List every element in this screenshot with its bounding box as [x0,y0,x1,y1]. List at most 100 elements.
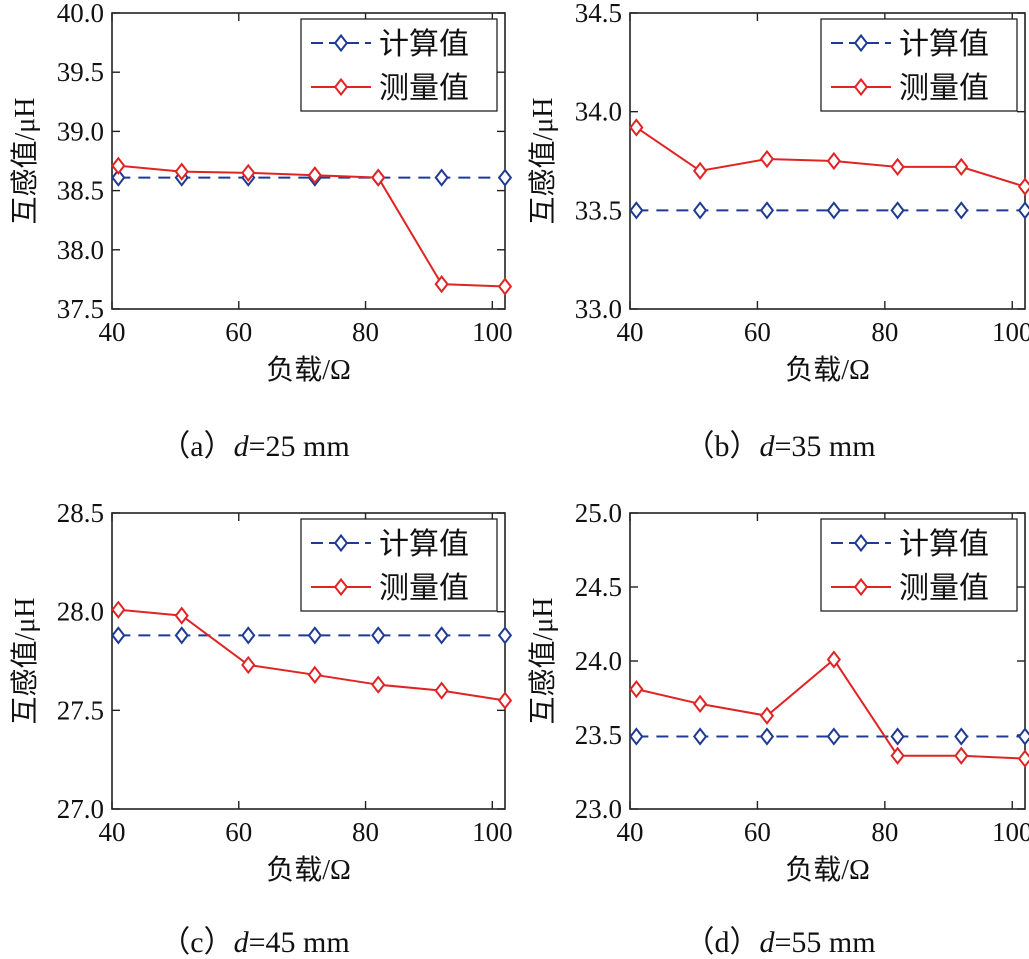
series-line [118,608,506,702]
data-point [434,275,449,294]
caption-prefix: （c） [160,926,233,959]
y-tick-label: 24.5 [575,572,622,602]
x-tick-label: 40 [617,817,644,847]
x-axis-label: 负载/Ω [785,854,870,886]
data-point [890,157,905,177]
data-point [826,151,841,171]
y-tick-label: 38.5 [57,176,104,206]
data-point [1017,177,1029,196]
x-tick-label: 40 [617,317,644,347]
x-tick-label: 40 [99,317,126,347]
data-point [434,681,449,700]
y-tick-label: 25.0 [575,498,622,528]
plot-frame [111,12,506,310]
legend-box [300,518,498,612]
series-measured [629,118,1029,196]
data-point [307,166,322,185]
data-point [497,691,513,710]
caption-prefix: （d） [684,926,759,959]
legend-swatch-marker [333,33,349,53]
y-tick-label: 40.0 [57,0,104,28]
x-tick-label: 80 [871,817,898,847]
caption-value: =25 mm [249,430,350,463]
data-point [1017,749,1029,768]
x-tick-label: 60 [225,817,252,847]
legend-swatch-marker [853,77,869,97]
caption-variable: d [759,926,775,959]
data-point [111,626,126,645]
data-point [890,746,905,765]
series-line [636,658,1026,760]
legend-swatch-marker [853,577,869,597]
x-tick-label: 100 [992,317,1029,347]
data-point [497,277,513,296]
chart-panel-a: 37.5 38.0 38.5 39.0 39.5 40.0 40 60 80 100 负载/Ω 互感值… [9,0,513,463]
chart-panel-b: 33.0 33.5 34.0 34.5 40 60 80 100 负载/Ω 互感值/μH 计算值测量… [527,0,1029,463]
chart-panel-c: 27.0 27.5 28.0 28.5 40 60 80 100 负载/Ω 互感值/μH 计算值测量… [9,498,513,959]
y-tick-label: 37.5 [57,294,104,324]
legend-label: 计算值 [379,528,469,561]
data-point [111,168,126,187]
y-axis-label: 互感值/μH [527,597,559,724]
x-tick-label: 100 [472,317,513,347]
panel-caption: （b）d=35 mm [684,430,875,463]
data-point [826,727,841,746]
data-point [111,600,126,619]
legend-box [820,18,1018,112]
data-point [174,626,189,645]
series-measured [111,156,513,296]
series-line [118,164,506,288]
data-point [111,156,126,175]
data-point [307,665,322,684]
data-point [692,694,708,714]
data-point [434,168,449,187]
x-tick-label: 100 [992,817,1029,847]
data-point [371,626,386,645]
caption-variable: d [234,430,250,463]
data-point [1017,727,1029,746]
panel-caption: （d）d=55 mm [684,926,875,959]
legend-box [820,518,1018,612]
data-point [692,161,708,180]
data-point [497,626,513,645]
data-point [241,626,256,645]
caption-variable: d [759,430,775,463]
panel-caption: （c）d=45 mm [160,926,349,959]
plot-frame [629,12,1026,310]
data-point [954,157,969,177]
y-tick-label: 28.0 [57,597,104,627]
y-tick-label: 33.5 [575,195,622,225]
legend-label: 计算值 [379,28,469,61]
chart-panel-d: 23.0 23.5 24.0 24.5 25.0 40 60 80 100 负载/Ω 互感值/μH 计… [527,498,1029,959]
data-point [759,706,775,725]
legend-label: 测量值 [379,72,469,105]
x-axis-label: 负载/Ω [266,854,351,886]
series-measured [111,600,513,710]
y-tick-label: 33.0 [575,294,622,324]
y-axis-label: 互感值/μH [9,97,41,224]
y-tick-label: 34.5 [575,0,622,28]
caption-variable: d [234,926,250,959]
legend-box [300,18,498,112]
y-tick-label: 38.0 [57,235,104,265]
data-point [497,168,513,187]
legend-label: 测量值 [899,72,989,105]
data-point [434,626,449,645]
series-calculated [111,626,513,645]
y-tick-label: 28.5 [57,498,104,528]
legend-swatch-marker [853,533,869,553]
y-tick-label: 39.5 [57,57,104,87]
legend-swatch-marker [333,77,349,97]
series-calculated [629,727,1029,746]
caption-value: =45 mm [249,926,350,959]
data-point [826,650,841,669]
data-point [759,149,775,169]
x-tick-label: 80 [871,317,898,347]
y-tick-label: 23.0 [575,794,622,824]
x-tick-label: 60 [225,317,252,347]
y-tick-label: 27.5 [57,695,104,725]
